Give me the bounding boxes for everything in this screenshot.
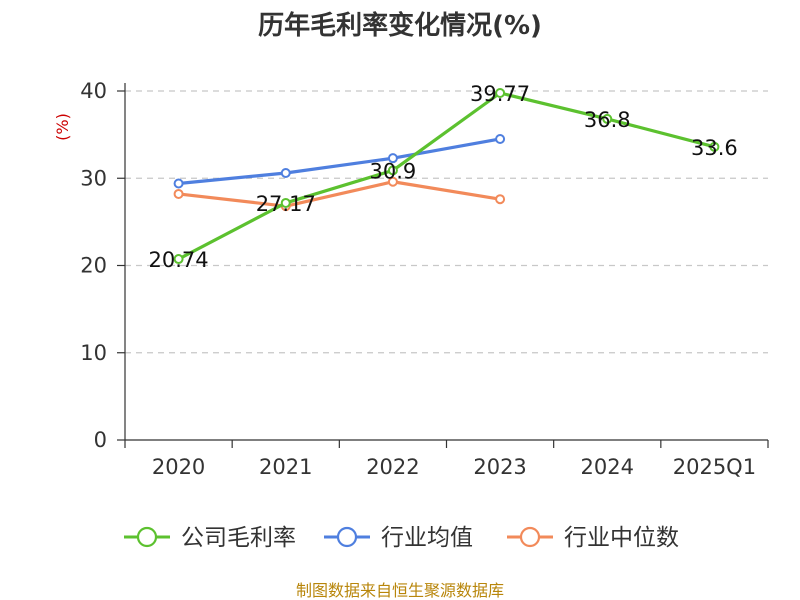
legend-swatch-marker: [336, 526, 358, 548]
legend-swatch-marker: [519, 526, 541, 548]
y-tick-label: 10: [80, 341, 107, 365]
series-line-0: [177, 91, 715, 261]
x-tick-label-2022: 2022: [366, 455, 419, 479]
y-tick-label: 30: [80, 166, 107, 190]
data-point[interactable]: [173, 188, 184, 199]
legend-item-0[interactable]: 公司毛利率: [124, 525, 296, 551]
data-label: 39.77: [470, 82, 530, 106]
data-point[interactable]: [173, 254, 184, 265]
y-tick-label: 20: [80, 254, 107, 278]
data-labels: 20.74 27.17 30.9 39.77 36.8 33.6: [149, 82, 738, 272]
data-point[interactable]: [495, 88, 506, 99]
legend-swatch-marker: [136, 526, 158, 548]
data-point[interactable]: [280, 168, 291, 179]
data-label: 36.8: [584, 108, 631, 132]
series-line-2: [178, 180, 501, 208]
x-tick-label-2020: 2020: [152, 455, 205, 479]
data-label: 20.74: [149, 248, 209, 272]
y-tick-label: 40: [80, 79, 107, 103]
data-label: 27.17: [256, 192, 316, 216]
data-point[interactable]: [387, 176, 398, 187]
source-note: 制图数据来自恒生聚源数据库: [296, 581, 504, 600]
legend-label: 行业均值: [381, 525, 473, 551]
x-tick-label-2023: 2023: [473, 455, 526, 479]
data-point[interactable]: [602, 113, 613, 124]
legend-item-2[interactable]: 行业中位数: [507, 525, 679, 551]
y-tick-labels: 0 10 20 30 40: [80, 79, 107, 452]
x-tick-labels: 2020 2021 2022 2023 2024 2025Q1: [152, 455, 756, 479]
x-tick-label-2024: 2024: [581, 455, 634, 479]
data-point[interactable]: [495, 194, 506, 205]
y-tick-label: 0: [94, 428, 107, 452]
legend[interactable]: 公司毛利率 行业均值 行业中位数: [124, 525, 679, 551]
x-tick-label-2021: 2021: [259, 455, 312, 479]
legend-label: 公司毛利率: [181, 525, 296, 551]
data-label: 30.9: [370, 159, 417, 183]
axes: [117, 83, 769, 448]
data-point[interactable]: [495, 133, 506, 144]
x-tick-label-2025Q1: 2025Q1: [673, 455, 756, 479]
chart-title: 历年毛利率变化情况(%): [258, 10, 542, 41]
data-label: 33.6: [691, 136, 738, 160]
grid-lines: [125, 90, 768, 354]
series-lines: [173, 88, 720, 265]
data-point[interactable]: [709, 141, 720, 152]
legend-item-1[interactable]: 行业均值: [324, 525, 473, 551]
series-line-1: [178, 137, 501, 186]
data-point[interactable]: [173, 178, 184, 189]
legend-label: 行业中位数: [564, 525, 679, 551]
y-axis-label: (%): [53, 113, 72, 141]
data-point[interactable]: [280, 197, 291, 208]
data-point[interactable]: [387, 165, 398, 176]
data-point[interactable]: [387, 153, 398, 164]
